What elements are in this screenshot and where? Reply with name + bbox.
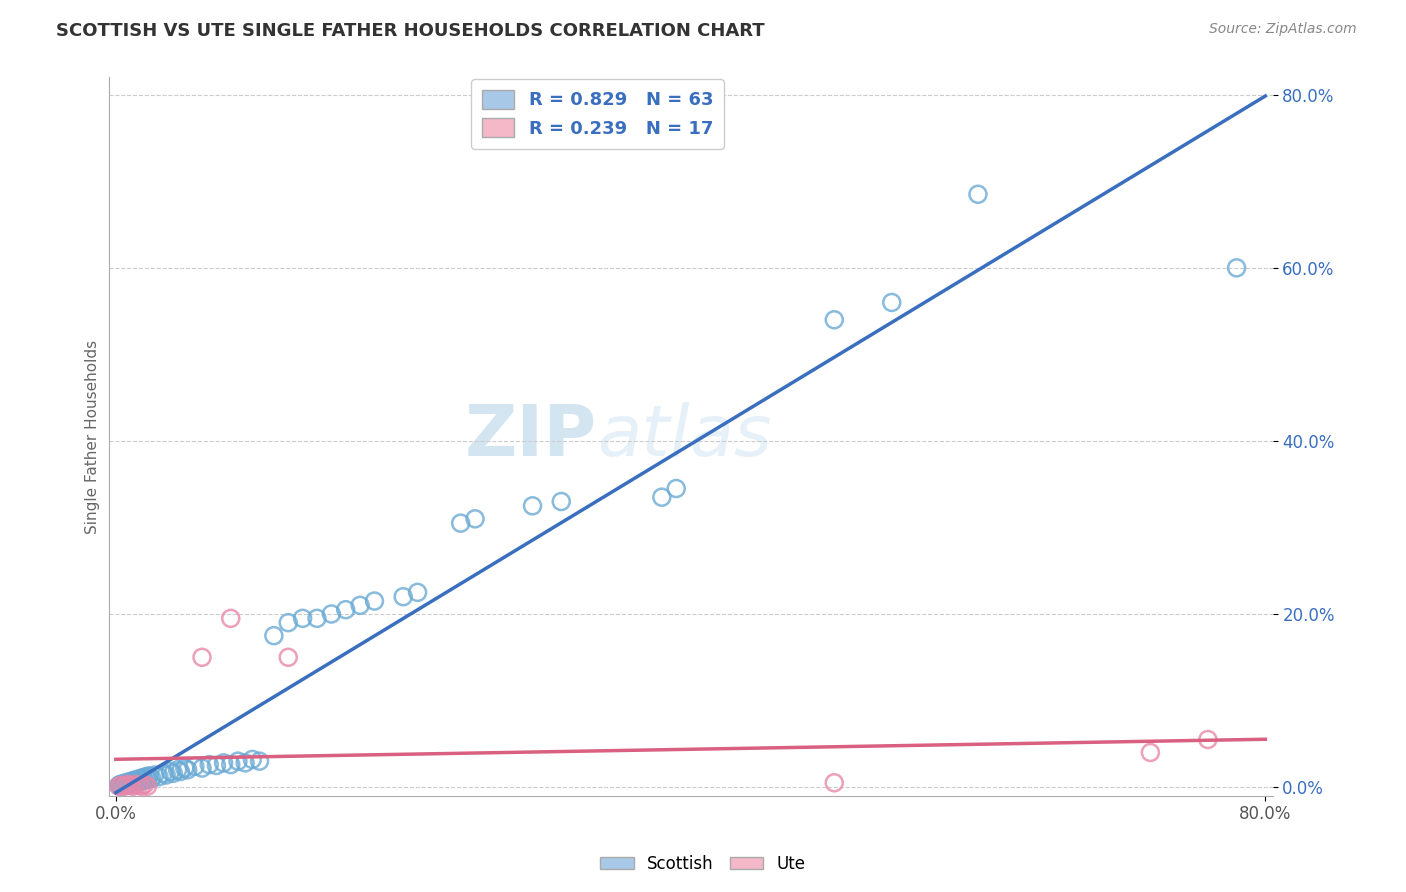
Text: ZIP: ZIP [465, 402, 598, 471]
Point [392, 590, 415, 604]
Point [233, 756, 256, 770]
Point [191, 761, 214, 775]
Point [212, 756, 235, 770]
Legend: Scottish, Ute: Scottish, Ute [593, 848, 813, 880]
Point [522, 499, 544, 513]
Point [226, 754, 249, 768]
Point [1139, 746, 1161, 760]
Point [967, 187, 990, 202]
Point [135, 770, 157, 784]
Point [1226, 260, 1249, 275]
Point [131, 774, 153, 789]
Point [184, 759, 207, 773]
Point [335, 603, 357, 617]
Point [111, 777, 134, 791]
Point [176, 763, 198, 777]
Point [550, 494, 572, 508]
Point [651, 490, 673, 504]
Point [277, 615, 299, 630]
Point [128, 778, 150, 792]
Point [127, 772, 149, 787]
Point [155, 768, 177, 782]
Point [665, 482, 688, 496]
Text: atlas: atlas [598, 402, 772, 471]
Point [823, 312, 845, 326]
Point [141, 772, 163, 786]
Point [110, 778, 132, 792]
Point [124, 773, 146, 788]
Point [108, 777, 131, 791]
Point [120, 777, 142, 791]
Point [117, 777, 139, 791]
Point [450, 516, 472, 530]
Point [249, 754, 271, 768]
Point [122, 779, 145, 793]
Point [321, 607, 343, 621]
Point [169, 764, 191, 779]
Point [136, 779, 159, 793]
Point [464, 512, 486, 526]
Point [162, 766, 184, 780]
Point [159, 764, 181, 779]
Point [148, 770, 170, 784]
Point [219, 757, 242, 772]
Point [125, 777, 148, 791]
Point [128, 775, 150, 789]
Text: Source: ZipAtlas.com: Source: ZipAtlas.com [1209, 22, 1357, 37]
Point [191, 650, 214, 665]
Point [263, 629, 285, 643]
Point [205, 758, 228, 772]
Point [134, 777, 156, 791]
Point [114, 778, 136, 792]
Point [120, 778, 142, 792]
Point [107, 778, 129, 792]
Point [138, 769, 160, 783]
Y-axis label: Single Father Households: Single Father Households [86, 340, 100, 533]
Point [129, 772, 152, 786]
Point [1197, 732, 1219, 747]
Point [121, 774, 143, 789]
Point [131, 779, 153, 793]
Point [115, 776, 138, 790]
Point [110, 779, 132, 793]
Point [363, 594, 385, 608]
Point [240, 752, 263, 766]
Point [305, 611, 328, 625]
Point [349, 599, 371, 613]
Point [198, 757, 221, 772]
Point [117, 777, 139, 791]
Point [107, 779, 129, 793]
Point [291, 611, 314, 625]
Point [134, 773, 156, 788]
Point [125, 777, 148, 791]
Point [143, 768, 166, 782]
Point [173, 761, 195, 775]
Point [114, 779, 136, 793]
Point [277, 650, 299, 665]
Point [152, 766, 174, 780]
Point [166, 763, 188, 777]
Point [219, 611, 242, 625]
Point [880, 295, 903, 310]
Point [122, 776, 145, 790]
Point [823, 776, 845, 790]
Point [132, 771, 155, 785]
Point [406, 585, 429, 599]
Point [136, 772, 159, 787]
Text: SCOTTISH VS UTE SINGLE FATHER HOUSEHOLDS CORRELATION CHART: SCOTTISH VS UTE SINGLE FATHER HOUSEHOLDS… [56, 22, 765, 40]
Point [118, 775, 141, 789]
Legend: R = 0.829   N = 63, R = 0.239   N = 17: R = 0.829 N = 63, R = 0.239 N = 17 [471, 79, 724, 149]
